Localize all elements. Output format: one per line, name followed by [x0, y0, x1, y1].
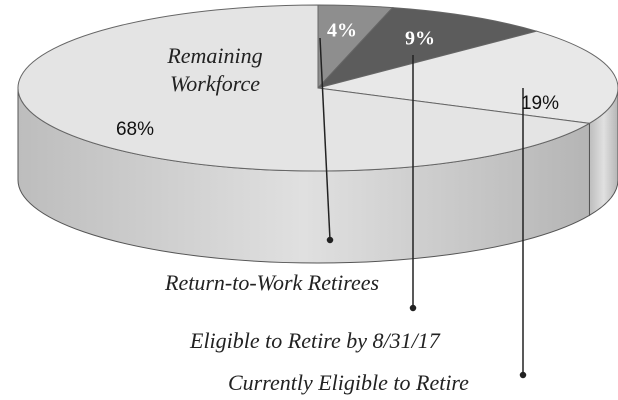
slices — [17, 4, 618, 264]
value-label: 19% — [521, 93, 559, 114]
value-label: 4% — [327, 20, 357, 42]
category-label: Remaining Workforce — [167, 43, 263, 96]
category-label: Currently Eligible to Retire — [228, 370, 469, 395]
leader-dot — [326, 236, 334, 244]
value-label: 9% — [405, 28, 435, 50]
category-label: Return-to-Work Retirees — [164, 270, 379, 295]
leader-dot — [409, 304, 417, 312]
value-label: 68% — [116, 119, 154, 140]
leader-dot — [519, 371, 527, 379]
leader-line — [319, 37, 331, 241]
pie-slice — [317, 30, 618, 124]
pie-slice — [316, 7, 539, 89]
pie-slice — [17, 4, 591, 172]
leaders — [319, 37, 527, 379]
category-label: Eligible to Retire by 8/31/17 — [189, 328, 441, 353]
